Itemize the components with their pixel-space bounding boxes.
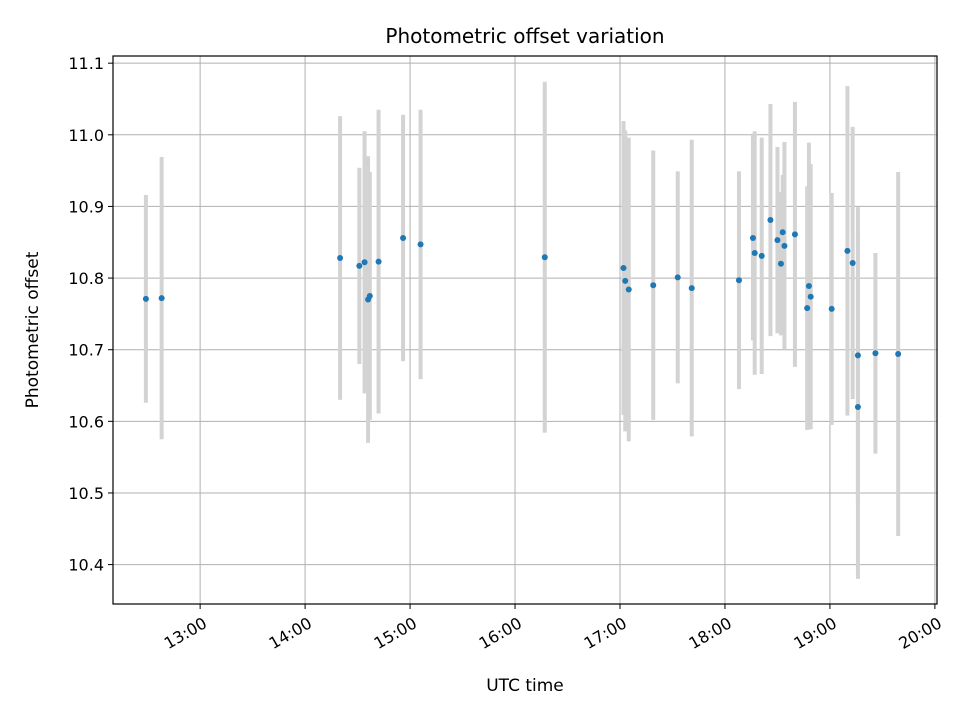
- data-point: [620, 265, 627, 272]
- data-point: [674, 274, 681, 281]
- data-point: [854, 404, 861, 411]
- y-tick-label: 10.5: [68, 484, 104, 503]
- data-point: [337, 255, 344, 262]
- grid: [113, 56, 937, 604]
- data-point: [849, 260, 856, 267]
- data-points: [142, 217, 902, 411]
- data-point: [758, 252, 765, 259]
- data-point: [767, 217, 774, 224]
- data-point: [844, 247, 851, 254]
- data-point: [158, 295, 165, 302]
- data-point: [779, 229, 786, 236]
- data-point: [366, 292, 373, 299]
- data-point: [828, 305, 835, 312]
- data-point: [650, 282, 657, 289]
- y-tick-label: 10.8: [68, 269, 104, 288]
- data-point: [541, 254, 548, 261]
- y-axis: 10.4 10.5 10.6 10.7 10.8 10.9 11.0 11.1: [68, 54, 113, 575]
- data-point: [142, 295, 149, 302]
- x-axis-label: UTC time: [486, 676, 564, 696]
- data-point: [805, 282, 812, 289]
- data-point: [417, 241, 424, 248]
- data-point: [791, 231, 798, 238]
- y-axis-label: Photometric offset: [23, 251, 43, 408]
- y-tick-label: 11.1: [68, 54, 104, 73]
- chart-title: Photometric offset variation: [385, 24, 664, 48]
- plot-frame: [112, 55, 938, 605]
- data-point: [777, 260, 784, 267]
- data-point: [872, 350, 879, 357]
- data-point: [804, 305, 811, 312]
- data-point: [751, 249, 758, 256]
- data-point: [375, 258, 382, 265]
- data-point: [807, 293, 814, 300]
- data-point: [895, 350, 902, 357]
- y-tick-label: 10.9: [68, 197, 104, 216]
- data-point: [854, 352, 861, 359]
- data-point: [735, 277, 742, 284]
- y-tick-label: 11.0: [68, 126, 104, 145]
- data-point: [749, 234, 756, 241]
- y-tick-label: 10.6: [68, 412, 104, 431]
- data-point: [356, 262, 363, 269]
- data-point: [400, 234, 407, 241]
- data-point: [625, 286, 632, 293]
- data-point: [781, 242, 788, 249]
- data-point: [361, 259, 368, 266]
- data-point: [774, 237, 781, 244]
- data-point: [622, 277, 629, 284]
- y-tick-label: 10.4: [68, 556, 104, 575]
- y-tick-label: 10.7: [68, 341, 104, 360]
- data-point: [688, 285, 695, 292]
